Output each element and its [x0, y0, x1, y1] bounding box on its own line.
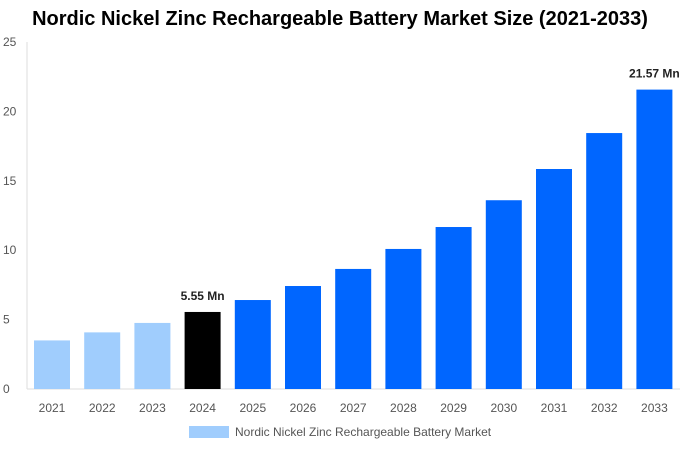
bar-2022 [84, 332, 121, 389]
y-tick-label: 15 [3, 174, 17, 188]
x-tick-label: 2026 [290, 401, 317, 415]
bar-2033 [636, 89, 673, 389]
bar-2030 [485, 200, 522, 389]
x-tick-label: 2028 [390, 401, 417, 415]
data-label-2024: 5.55 Mn [181, 289, 225, 303]
legend-swatch [189, 426, 229, 438]
bar-2021 [34, 340, 70, 389]
bar-2031 [536, 169, 572, 389]
x-tick-label: 2021 [39, 401, 66, 415]
bar-2023 [134, 322, 171, 389]
x-tick-label: 2032 [591, 401, 618, 415]
x-tick-label: 2025 [239, 401, 266, 415]
x-tick-label: 2031 [541, 401, 568, 415]
legend: Nordic Nickel Zinc Rechargeable Battery … [189, 425, 491, 439]
chart-title: Nordic Nickel Zinc Rechargeable Battery … [32, 8, 648, 30]
x-tick-label: 2024 [189, 401, 216, 415]
bar-2032 [586, 133, 623, 389]
y-tick-label: 20 [3, 104, 17, 118]
x-tick-label: 2023 [139, 401, 166, 415]
data-label-2033: 21.57 Mn [629, 67, 680, 81]
y-tick-label: 25 [3, 35, 17, 49]
x-tick-label: 2033 [641, 401, 668, 415]
bar-2028 [385, 248, 422, 389]
bar-2024 [184, 311, 221, 389]
x-tick-label: 2030 [490, 401, 517, 415]
bar-2025 [234, 300, 271, 389]
x-tick-label: 2029 [440, 401, 467, 415]
legend-label: Nordic Nickel Zinc Rechargeable Battery … [235, 425, 492, 439]
bar-2029 [435, 227, 472, 389]
y-tick-label: 5 [3, 313, 10, 327]
y-tick-label: 0 [3, 382, 10, 396]
y-tick-label: 10 [3, 243, 17, 257]
x-tick-label: 2022 [89, 401, 116, 415]
x-tick-label: 2027 [340, 401, 367, 415]
bar-2027 [335, 268, 372, 389]
bar-2026 [285, 286, 321, 389]
